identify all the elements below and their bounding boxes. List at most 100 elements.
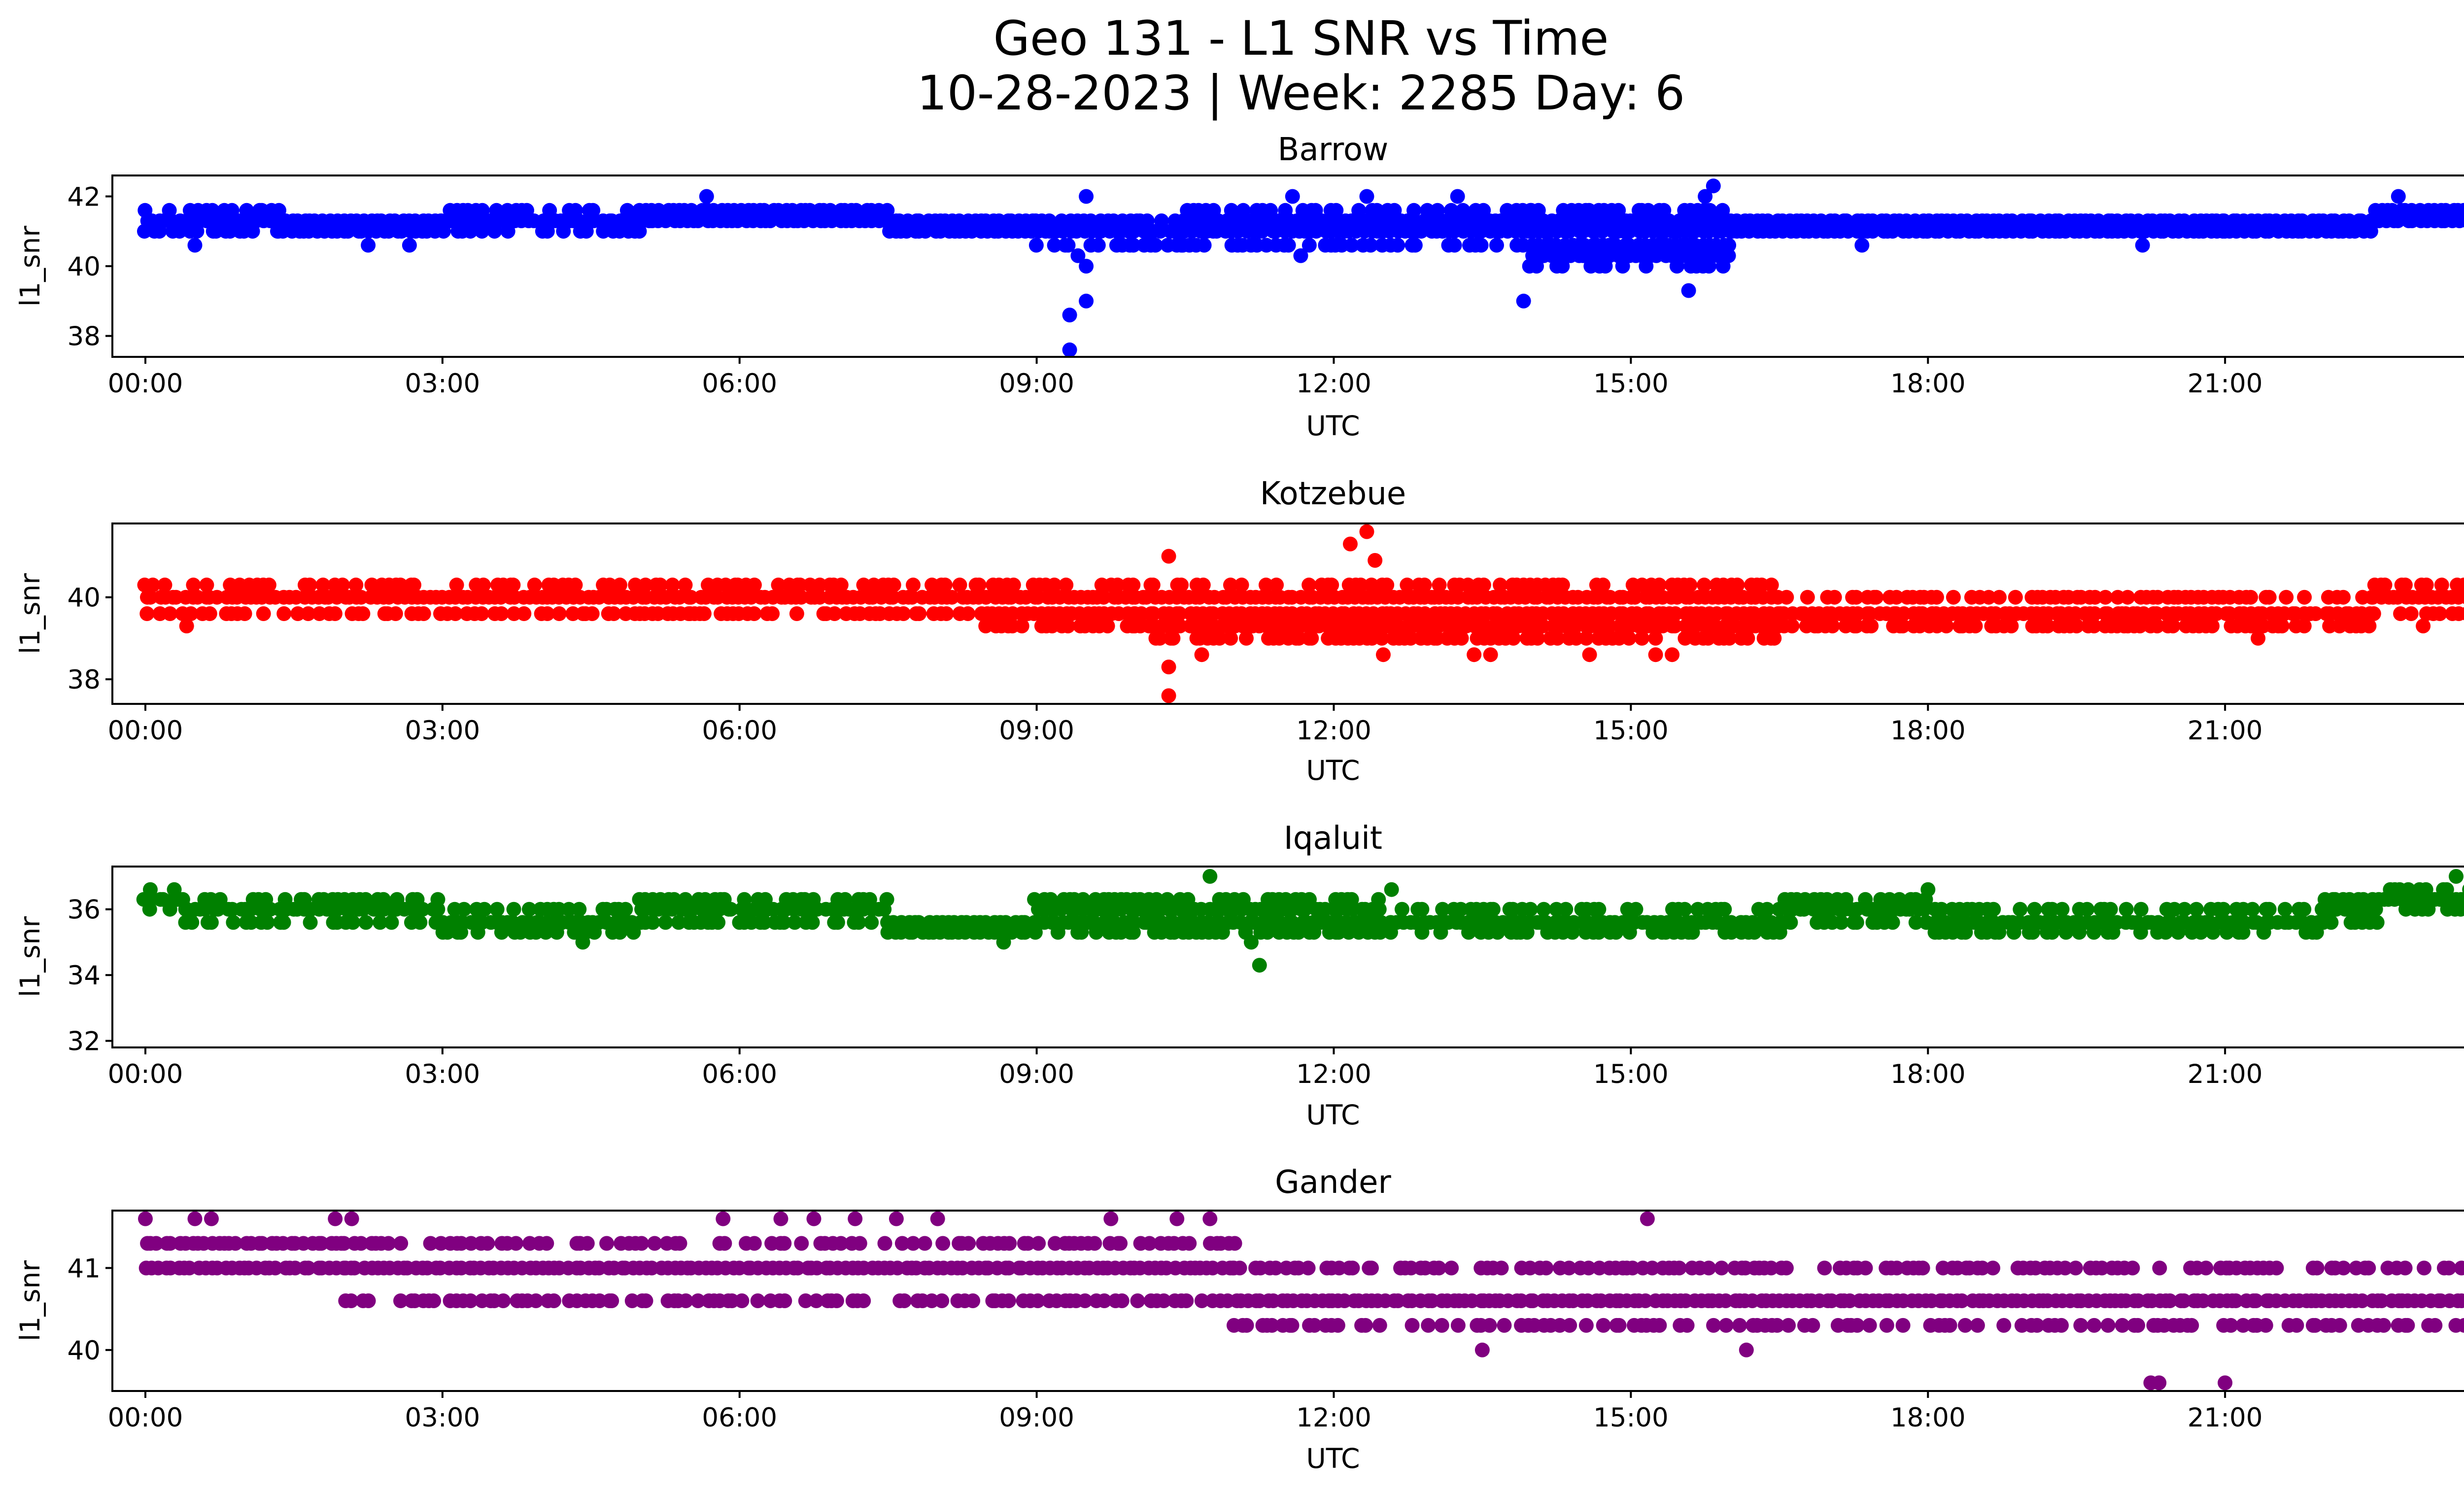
- data-point-outlier: [1079, 259, 1094, 274]
- data-point: [880, 203, 895, 218]
- data-point: [1596, 577, 1610, 592]
- data-point-outlier: [187, 238, 203, 253]
- data-point: [634, 1236, 649, 1251]
- data-point: [1301, 238, 1317, 253]
- data-point: [939, 606, 954, 621]
- data-point: [1849, 902, 1864, 917]
- data-point: [2261, 902, 2277, 917]
- data-point: [1232, 1260, 1247, 1276]
- data-point: [145, 577, 161, 592]
- x-tick-label: 15:00: [1593, 716, 1669, 746]
- data-point: [1400, 577, 1415, 592]
- data-point: [2243, 590, 2259, 605]
- data-point: [2100, 1318, 2116, 1333]
- data-point: [1114, 1293, 1129, 1308]
- data-point: [1568, 619, 1583, 633]
- data-point: [2377, 577, 2393, 592]
- data-point: [1435, 902, 1450, 917]
- data-point: [2054, 1318, 2069, 1333]
- data-point: [2013, 902, 2028, 917]
- y-tick-label: 40: [68, 583, 101, 613]
- data-point: [277, 892, 293, 907]
- data-point: [665, 577, 680, 592]
- data-point: [896, 606, 911, 621]
- y-axis-ticks: 38 40 42: [68, 182, 112, 352]
- data-point: [1196, 577, 1211, 592]
- data-point: [1991, 590, 2007, 605]
- data-point: [1075, 892, 1091, 907]
- data-point: [1107, 915, 1122, 930]
- data-point: [1301, 577, 1317, 592]
- data-point-outlier: [1161, 688, 1176, 703]
- data-point-outlier: [1854, 238, 1870, 253]
- data-point: [678, 577, 693, 592]
- data-point: [2205, 619, 2220, 633]
- data-point-outlier: [1681, 283, 1696, 298]
- data-point: [1825, 619, 1840, 633]
- data-point: [1550, 630, 1565, 646]
- data-point: [2150, 619, 2165, 633]
- data-point: [1364, 577, 1379, 592]
- data-point-outlier: [575, 935, 590, 950]
- data-point: [1672, 1260, 1687, 1276]
- data-point: [186, 577, 201, 592]
- data-point-outlier: [1169, 1211, 1185, 1226]
- data-point: [1834, 915, 1849, 930]
- data-point: [2132, 619, 2148, 633]
- data-point: [2100, 606, 2115, 621]
- figure-title-line2: 10-28-2023 | Week: 2285 Day: 6: [917, 66, 1685, 121]
- data-point: [638, 1293, 653, 1308]
- data-point: [389, 892, 405, 907]
- data-point: [426, 1293, 442, 1308]
- data-point: [2403, 606, 2419, 621]
- data-point: [1608, 238, 1623, 253]
- data-point: [1714, 1260, 1729, 1276]
- data-point: [410, 892, 425, 907]
- data-point-outlier: [1161, 660, 1176, 675]
- data-point: [619, 203, 635, 218]
- data-point: [2417, 1260, 2431, 1276]
- data-point: [2120, 590, 2135, 605]
- x-tick-label: 00:00: [108, 1059, 183, 1089]
- x-tick-label: 03:00: [405, 1059, 480, 1089]
- data-point: [777, 1236, 792, 1251]
- data-point: [2165, 619, 2181, 633]
- x-tick-label: 15:00: [1593, 369, 1669, 399]
- data-point: [1369, 203, 1385, 218]
- x-tick-label: 12:00: [1296, 369, 1371, 399]
- data-point: [155, 892, 171, 907]
- data-point: [1687, 619, 1703, 633]
- data-point: [388, 606, 403, 621]
- data-point-outlier: [187, 1211, 203, 1226]
- data-point-outlier: [1359, 524, 1374, 539]
- data-point: [827, 606, 842, 621]
- data-point: [2457, 577, 2464, 592]
- data-point-outlier: [773, 1211, 788, 1226]
- chart-panel-iqaluit: Iqaluit 32 34 36 00:00 03:00 06:00 09:00 12:00…: [14, 820, 2464, 1131]
- data-point-outlier: [204, 1211, 219, 1226]
- x-axis-label: UTC: [1306, 410, 1360, 442]
- data-point: [162, 203, 177, 218]
- data-point: [327, 606, 342, 621]
- data-point: [1929, 590, 1944, 605]
- x-axis-label: UTC: [1306, 1443, 1360, 1474]
- data-point: [376, 892, 391, 907]
- data-point: [904, 590, 920, 605]
- data-point: [1139, 213, 1155, 228]
- data-point: [1180, 892, 1196, 907]
- data-point: [806, 892, 821, 907]
- data-point: [568, 203, 583, 218]
- data-point: [877, 1236, 892, 1251]
- data-point: [1414, 902, 1430, 917]
- data-point: [1819, 892, 1835, 907]
- data-point: [527, 577, 542, 592]
- data-point: [671, 915, 686, 930]
- data-point: [1827, 590, 1842, 605]
- data-point: [301, 606, 316, 621]
- y-tick-label: 41: [68, 1253, 101, 1284]
- data-point: [1986, 902, 2001, 917]
- data-point: [393, 1236, 409, 1251]
- data-point: [237, 606, 252, 621]
- data-point: [1740, 630, 1755, 646]
- data-point: [2274, 619, 2290, 633]
